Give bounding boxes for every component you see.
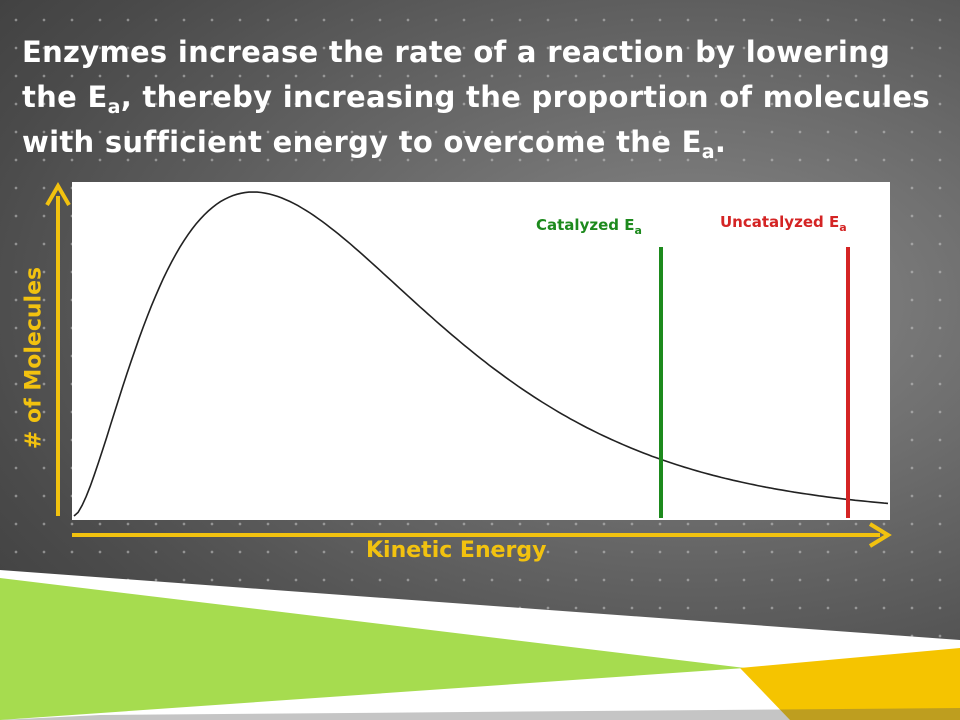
title-subscript-a-1: a <box>107 96 121 118</box>
plot-area <box>72 182 890 520</box>
y-axis-label: # of Molecules <box>21 266 47 450</box>
uncatalyzed-ea-label: Uncatalyzed Ea <box>720 213 847 234</box>
title-subscript-a-2: a <box>701 141 715 163</box>
y-axis-arrowhead <box>45 182 71 207</box>
x-axis-label: Kinetic Energy <box>366 538 547 563</box>
slide-title: Enzymes increase the rate of a reaction … <box>22 35 930 163</box>
x-axis-arrowhead <box>868 522 892 548</box>
decor-yellow-band <box>740 648 960 720</box>
decor-gray-band <box>0 708 960 720</box>
energy-distribution-curve <box>73 191 889 517</box>
catalyzed-ea-label: Catalyzed Ea <box>536 216 642 237</box>
decor-green-band <box>0 578 745 720</box>
